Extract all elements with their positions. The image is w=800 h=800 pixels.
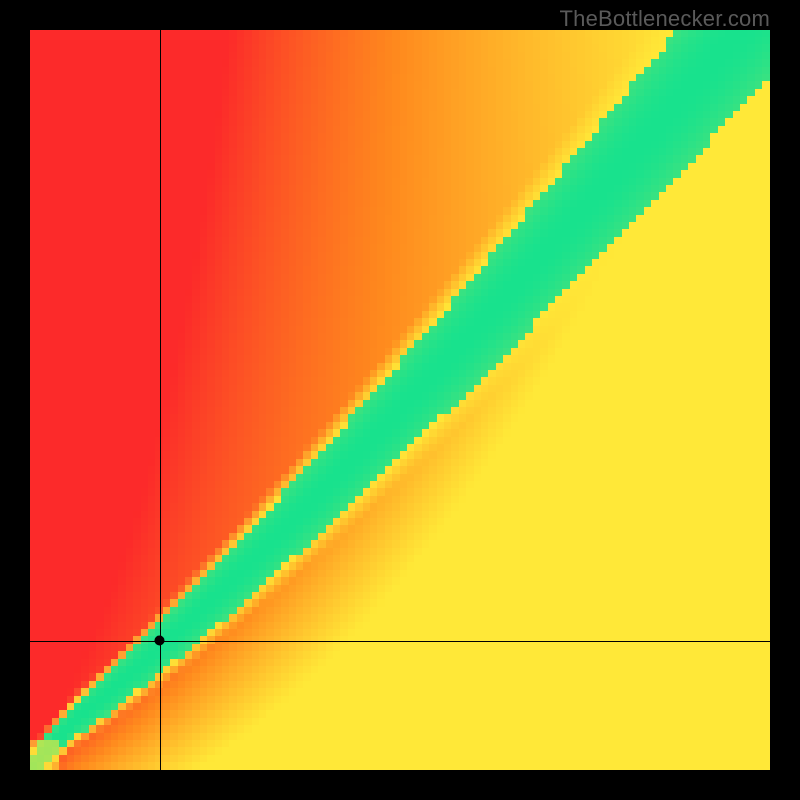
watermark-text: TheBottlenecker.com [560, 6, 770, 32]
plot-area [30, 30, 770, 770]
stage: TheBottlenecker.com [0, 0, 800, 800]
bottleneck-heatmap [30, 30, 770, 770]
